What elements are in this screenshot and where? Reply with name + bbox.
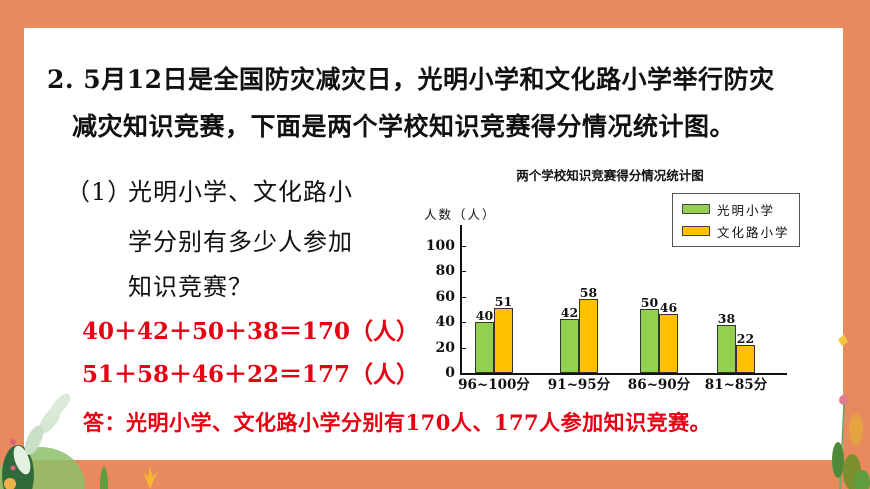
y-tick-mark xyxy=(460,245,466,247)
equation-1: 40＋42＋50＋38＝170（人） xyxy=(82,318,420,345)
bar-value-label: 51 xyxy=(494,293,513,309)
problem-line-2: 减灾知识竞赛，下面是两个学校知识竞赛得分情况统计图。 xyxy=(72,112,736,141)
legend-item-wenhualu: 文化路小学 xyxy=(682,223,790,240)
y-tick-label: 20 xyxy=(435,339,455,356)
legend-swatch-green xyxy=(682,204,710,214)
x-axis xyxy=(460,373,787,375)
legend-label: 文化路小学 xyxy=(717,224,790,240)
y-tick-mark xyxy=(460,347,466,349)
y-axis-label: 人数（人） xyxy=(424,207,497,222)
x-category-label: 81~85分 xyxy=(704,377,768,393)
y-tick-label: 60 xyxy=(435,288,455,305)
chart-title: 两个学校知识竞赛得分情况统计图 xyxy=(516,168,704,183)
bar-value-label: 22 xyxy=(736,330,755,346)
flower-decoration-icon xyxy=(143,467,158,489)
bar-value-label: 40 xyxy=(475,308,494,323)
y-tick-mark xyxy=(460,322,466,323)
bar-value-label: 42 xyxy=(560,305,579,321)
x-category-label: 86~90分 xyxy=(627,377,691,393)
bar-wenhualu xyxy=(494,307,513,373)
question-1-line-2: 学分别有多少人参加 xyxy=(128,228,353,256)
question-1-line-1: 光明小学、文化路小 xyxy=(128,178,353,206)
bar-value-label: 58 xyxy=(579,285,598,301)
bar-value-label: 38 xyxy=(717,310,736,326)
plant-decoration-right-icon xyxy=(832,334,870,489)
y-tick-mark xyxy=(460,296,466,298)
legend-label: 光明小学 xyxy=(717,202,776,218)
problem-line-1: 2. 5月12日是全国防灾减灾日，光明小学和文化路小学举行防灾 xyxy=(47,65,775,94)
chart-legend: 光明小学 文化路小学 xyxy=(672,193,800,247)
question-1-label: （1） xyxy=(66,178,133,206)
bar-guangming xyxy=(717,324,736,373)
bar-wenhualu xyxy=(736,344,755,373)
y-tick-label: 100 xyxy=(425,237,455,254)
bar-value-label: 50 xyxy=(640,295,659,311)
y-tick-label: 0 xyxy=(445,365,455,381)
equation-2: 51＋58＋46＋22＝177（人） xyxy=(82,361,420,388)
bar-guangming xyxy=(640,309,659,373)
bar-guangming xyxy=(560,319,579,373)
y-tick-mark xyxy=(460,271,466,272)
question-1-line-3: 知识竞赛？ xyxy=(128,273,253,301)
bar-wenhualu xyxy=(659,314,678,373)
bar-guangming xyxy=(475,322,494,373)
bar-value-label: 46 xyxy=(659,300,678,316)
bar-wenhualu xyxy=(579,299,598,373)
y-axis xyxy=(460,225,462,374)
y-tick-label: 40 xyxy=(435,314,455,330)
x-category-label: 96~100分 xyxy=(458,377,530,393)
legend-item-guangming: 光明小学 xyxy=(682,201,776,218)
y-tick-label: 80 xyxy=(435,263,455,279)
answer-text: 答：光明小学、文化路小学分别有170人、177人参加知识竞赛。 xyxy=(83,410,712,435)
plant-decoration-left-icon xyxy=(0,393,108,489)
x-category-label: 91~95分 xyxy=(547,377,611,393)
legend-swatch-orange xyxy=(682,226,710,236)
